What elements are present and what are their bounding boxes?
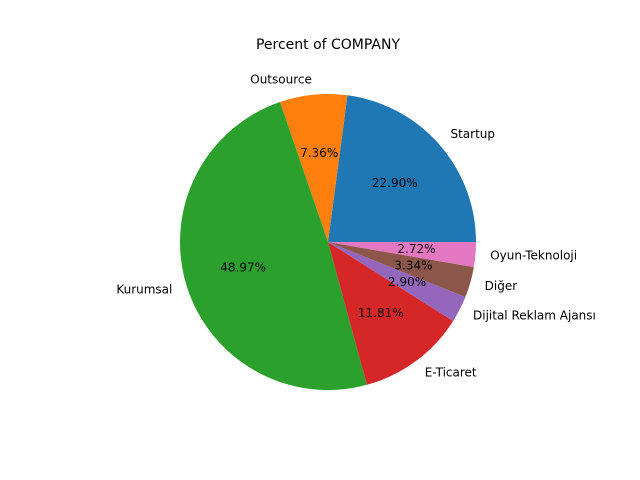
- slice-percent-e-ticaret: 11.81%: [358, 306, 404, 320]
- slice-label-dig-er: Diğer: [485, 279, 518, 293]
- slice-label-e-ticaret: E-Ticaret: [425, 365, 477, 379]
- pie-labels: Startup 22.90% Outsource 7.36% Kurumsal 48.97…: [116, 73, 596, 380]
- slice-label-kurumsal: Kurumsal: [116, 282, 172, 296]
- pie-slice-dijital-reklam-ajans: [328, 242, 466, 321]
- pie-slice-oyun-teknoloji: [328, 242, 476, 268]
- pie-slice-kurumsal: [180, 102, 367, 390]
- slice-percent-dijital-reklam-ajans: 2.90%: [388, 275, 426, 289]
- pie-slice-dig-er: [328, 242, 474, 298]
- chart-title: Percent of COMPANY: [256, 37, 401, 53]
- slice-label-outsource: Outsource: [250, 73, 312, 87]
- slice-percent-kurumsal: 48.97%: [220, 261, 266, 275]
- pie-slice-outsource: [279, 94, 348, 243]
- pie-slice-e-ticaret: [328, 242, 454, 385]
- slice-percent-outsource: 7.36%: [300, 146, 338, 160]
- pie-slices: [180, 94, 476, 390]
- slice-label-dijital-reklam-ajans: Dijital Reklam Ajansı: [473, 309, 596, 323]
- slice-percent-oyun-teknoloji: 2.72%: [397, 242, 435, 256]
- slice-label-startup: Startup: [450, 127, 495, 141]
- pie-slice-startup: [328, 95, 476, 242]
- slice-percent-startup: 22.90%: [372, 176, 418, 190]
- slice-percent-dig-er: 3.34%: [394, 259, 432, 273]
- slice-label-oyun-teknoloji: Oyun-Teknoloji: [490, 248, 577, 262]
